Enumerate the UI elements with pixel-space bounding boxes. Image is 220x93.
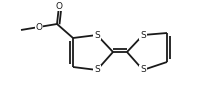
Text: S: S — [94, 65, 100, 74]
Text: O: O — [35, 23, 42, 32]
Text: O: O — [55, 1, 62, 11]
Text: S: S — [140, 65, 146, 74]
Text: S: S — [94, 31, 100, 40]
Text: S: S — [140, 31, 146, 40]
